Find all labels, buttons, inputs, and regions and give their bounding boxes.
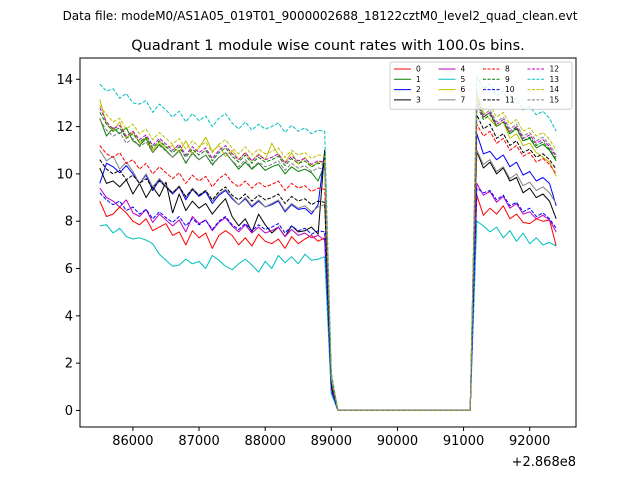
- legend-label-11: 11: [505, 96, 515, 105]
- legend-label-8: 8: [505, 65, 510, 74]
- legend-label-6: 6: [461, 85, 466, 94]
- series-line-5: [99, 220, 557, 411]
- x-tick-label: 88000: [244, 434, 285, 449]
- y-tick-label: 10: [56, 167, 73, 182]
- x-offset-label: +2.868e8: [512, 455, 576, 470]
- legend-label-10: 10: [505, 85, 515, 94]
- legend-label-7: 7: [461, 96, 466, 105]
- series-line-11: [99, 114, 557, 411]
- legend-label-9: 9: [505, 75, 510, 84]
- legend-label-2: 2: [416, 85, 421, 94]
- chart-title: Quadrant 1 module wise count rates with …: [131, 38, 525, 54]
- legend-label-15: 15: [550, 96, 560, 105]
- y-axis: 0 2 4 6 8 10 12 14: [56, 73, 80, 419]
- y-tick-label: 6: [65, 262, 73, 277]
- y-tick-label: 8: [65, 215, 73, 230]
- legend-label-14: 14: [550, 85, 560, 94]
- legend-label-12: 12: [550, 65, 560, 74]
- y-tick-label: 0: [65, 404, 73, 419]
- legend-label-5: 5: [461, 75, 466, 84]
- x-tick-label: 89000: [311, 434, 352, 449]
- y-tick-label: 2: [65, 357, 73, 372]
- legend-label-1: 1: [416, 75, 421, 84]
- x-axis: 86000 87000 88000 89000 90000 91000 92000: [112, 427, 550, 449]
- legend-box: [389, 61, 573, 110]
- y-tick-label: 4: [65, 309, 73, 324]
- x-tick-label: 86000: [112, 434, 153, 449]
- y-tick-label: 14: [56, 73, 73, 88]
- x-tick-label: 91000: [443, 434, 484, 449]
- figure-suptitle: Data file: modeM0/AS1A05_019T01_90000026…: [63, 9, 578, 23]
- x-tick-label: 92000: [509, 434, 550, 449]
- legend-label-4: 4: [461, 65, 466, 74]
- x-tick-label: 87000: [178, 434, 219, 449]
- y-tick-label: 12: [56, 120, 73, 135]
- legend-label-0: 0: [416, 65, 421, 74]
- x-tick-label: 90000: [377, 434, 418, 449]
- legend-label-3: 3: [416, 96, 421, 105]
- axes-frame: [79, 57, 577, 428]
- series-line-15: [99, 100, 557, 411]
- series-line-10: [99, 187, 557, 411]
- legend-label-13: 13: [550, 75, 560, 84]
